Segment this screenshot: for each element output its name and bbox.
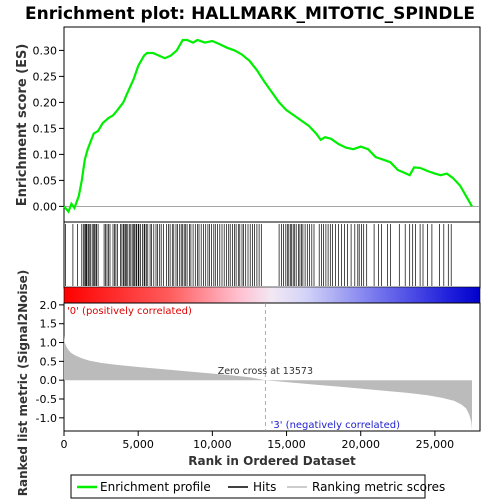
hits-frame [63,221,481,289]
ranking-y-tick-label: 1.5 [40,318,58,331]
ranking-y-tick-label: 1.0 [40,337,58,350]
es-y-tick-label: 0.05 [33,174,58,187]
x-tick-label: 0 [61,438,68,451]
ranking-y-tick-label: 0.5 [40,355,58,368]
x-axis: 0 5,000 10,000 15,000 20,000 25,000 [61,431,455,451]
x-tick-label: 5,000 [122,438,154,451]
es-y-tick-label: 0.20 [33,96,58,109]
enrichment-profile-line [63,38,473,214]
ranking-y-axis: -1.0 -0.5 0.0 0.5 1.0 1.5 2.0 [36,299,64,425]
x-axis-label: Rank in Ordered Dataset [188,454,356,468]
rank-color-bar [63,286,481,304]
x-tick-label: 25,000 [416,438,455,451]
es-y-tick-label: 0.30 [33,44,58,57]
zero-cross-label: Zero cross at 13573 [218,366,313,377]
es-y-tick-label: 0.25 [33,70,58,83]
es-y-tick-label: 0.15 [33,122,58,135]
hits-panel [63,221,481,304]
ranking-y-tick-label: -0.5 [36,393,57,406]
es-y-tick-label: 0.00 [33,200,58,213]
ranking-panel: -1.0 -0.5 0.0 0.5 1.0 1.5 2.0 '0' (positively … [16,270,481,497]
ranking-y-tick-label: 2.0 [40,299,58,312]
es-y-label: Enrichment score (ES) [15,44,30,207]
chart-title: Enrichment plot: HALLMARK_MITOTIC_SPINDL… [25,4,475,24]
positive-label: '0' (positively correlated) [67,306,192,317]
x-tick-label: 20,000 [341,438,380,451]
legend: Enrichment profile Hits Ranking metric s… [70,474,445,499]
hit-marks [65,224,452,286]
x-tick-label: 10,000 [193,438,232,451]
legend-label-ranking-metric: Ranking metric scores [312,480,445,494]
ranking-metric-area [64,335,472,430]
legend-label-enrichment-profile: Enrichment profile [100,480,211,494]
x-tick-label: 15,000 [267,438,306,451]
es-panel: 0.00 0.05 0.10 0.15 0.20 0.25 0.30 Enrichment … [15,26,481,223]
es-y-axis: 0.00 0.05 0.10 0.15 0.20 0.25 0.30 [33,44,64,213]
ranking-y-label: Ranked list metric (Signal2Noise) [16,270,30,497]
ranking-y-tick-label: -1.0 [36,412,57,425]
negative-label: '3' (negatively correlated) [271,420,400,431]
ranking-y-tick-label: 0.0 [40,374,58,387]
es-plot-frame [63,26,481,223]
legend-label-hits: Hits [253,480,276,494]
es-y-tick-label: 0.10 [33,148,58,161]
